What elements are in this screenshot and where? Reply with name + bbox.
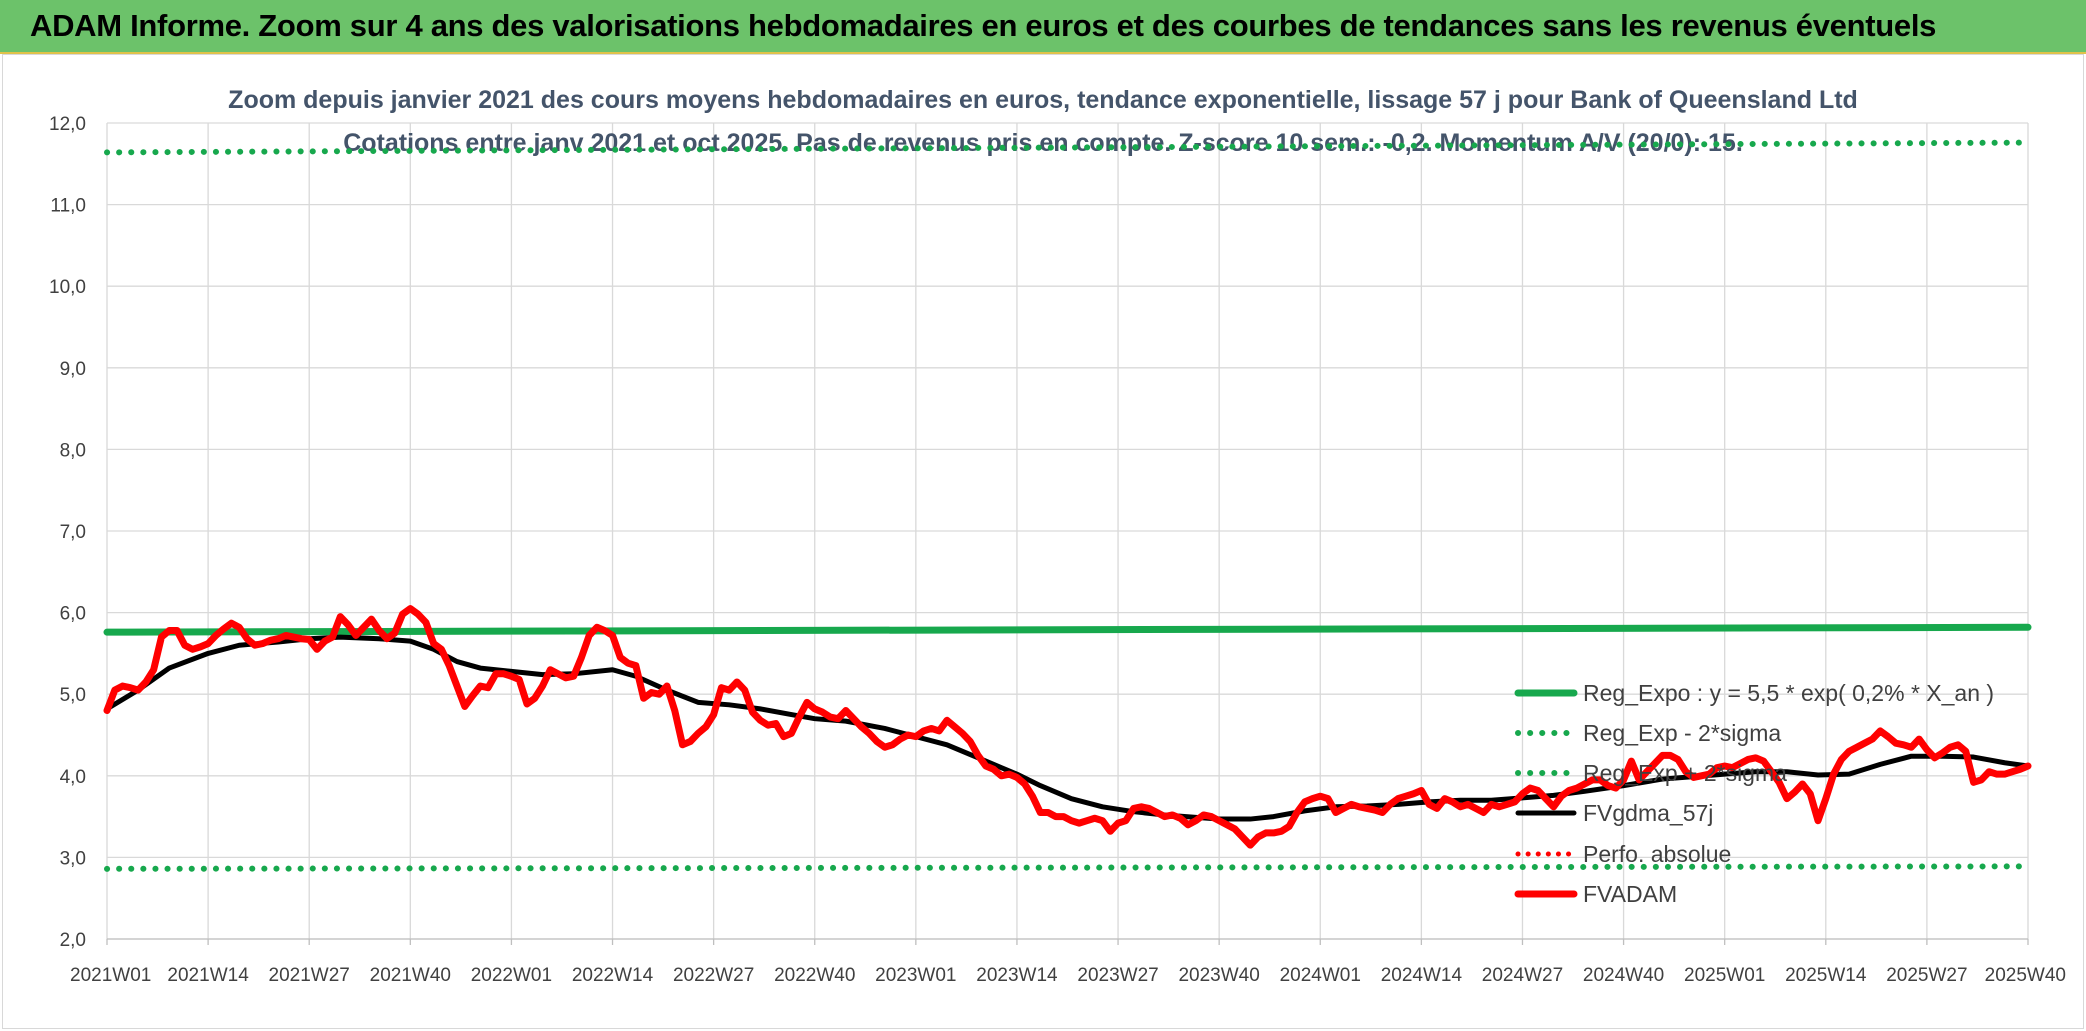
header-banner: ADAM Informe. Zoom sur 4 ans des valoris…	[0, 0, 2086, 54]
x-tick-label: 2025W01	[1684, 965, 1765, 986]
y-tick-label: 5,0	[60, 685, 86, 706]
legend-item-reg-exp-plus-label: Reg_Exp + 2*sigma	[1583, 760, 1787, 786]
legend-item-reg-expo-label: Reg_Expo : y = 5,5 * exp( 0,2% * X_an )	[1583, 680, 1994, 706]
legend-item-perfo-label: Perfo. absolue	[1583, 841, 1731, 867]
chart-grid	[106, 122, 2029, 945]
x-tick-label: 2023W27	[1077, 965, 1158, 986]
x-tick-label: 2022W27	[673, 965, 754, 986]
x-axis-ticks: 2021W01 2021W14 2021W27 2021W40 2022W01 2022W…	[70, 965, 2066, 986]
y-tick-label: 2,0	[60, 930, 86, 951]
x-tick-label: 2025W14	[1785, 965, 1867, 986]
chart-series	[103, 139, 2032, 872]
y-tick-label: 9,0	[60, 359, 86, 380]
x-tick-label: 2025W40	[1985, 965, 2066, 986]
x-tick-label: 2022W01	[471, 965, 552, 986]
chart-title: Zoom depuis janvier 2021 des cours moyen…	[228, 86, 1858, 114]
legend-item-reg-exp-minus-label: Reg_Exp - 2*sigma	[1583, 720, 1781, 746]
x-tick-label: 2022W14	[572, 965, 654, 986]
chart-frame	[2, 54, 2084, 1029]
y-tick-label: 3,0	[60, 848, 86, 869]
chart-legend: Reg_Expo : y = 5,5 * exp( 0,2% * X_an ) R…	[1514, 680, 1994, 907]
x-tick-label: 2023W14	[976, 965, 1058, 986]
y-tick-label: 10,0	[49, 277, 86, 298]
x-tick-label: 2022W40	[774, 965, 855, 986]
y-tick-label: 8,0	[60, 440, 86, 461]
x-tick-label: 2021W14	[167, 965, 249, 986]
series-reg-exp-minus-2sigma-line	[104, 863, 2031, 872]
y-tick-label: 11,0	[50, 196, 86, 217]
x-tick-label: 2024W40	[1583, 965, 1664, 986]
legend-item-fvgdma-label: FVgdma_57j	[1583, 800, 1713, 826]
x-tick-label: 2025W27	[1886, 965, 1967, 986]
y-tick-label: 6,0	[60, 604, 86, 625]
x-tick-label: 2021W40	[370, 965, 451, 986]
x-tick-label: 2021W27	[269, 965, 350, 986]
x-tick-label: 2024W01	[1280, 965, 1361, 986]
legend-item-fvadam-label: FVADAM	[1583, 881, 1677, 907]
x-tick-label: 2024W27	[1482, 965, 1563, 986]
banner-title: ADAM Informe. Zoom sur 4 ans des valoris…	[30, 8, 1937, 43]
y-axis-ticks: 2,0 3,0 4,0 5,0 6,0 7,0 8,0 9,0 10,0 11,0 12,0	[49, 114, 86, 951]
x-tick-label: 2024W14	[1381, 965, 1463, 986]
y-tick-label: 7,0	[60, 522, 86, 543]
x-tick-label: 2023W01	[875, 965, 956, 986]
x-tick-label: 2023W40	[1178, 965, 1259, 986]
x-tick-label: 2021W01	[70, 965, 151, 986]
y-tick-label: 4,0	[60, 767, 86, 788]
series-fvadam-line	[103, 605, 2032, 849]
y-tick-label: 12,0	[49, 114, 86, 135]
